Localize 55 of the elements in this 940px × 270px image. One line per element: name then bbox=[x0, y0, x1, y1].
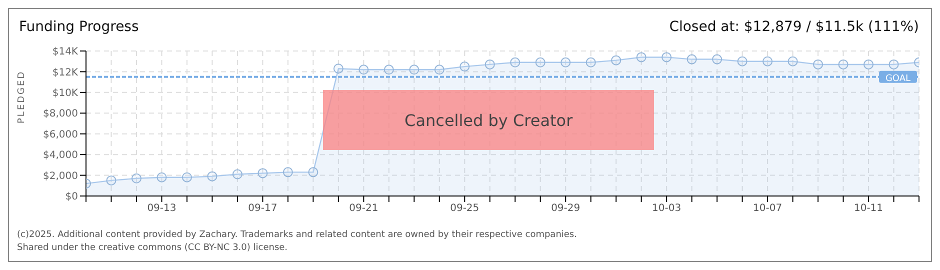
cancelled-box: Cancelled by Creator bbox=[323, 90, 654, 150]
x-tick-label: 10-07 bbox=[753, 203, 782, 214]
y-tick-label: $10K bbox=[52, 88, 78, 99]
x-tick-label: 09-21 bbox=[349, 203, 378, 214]
point bbox=[712, 54, 722, 64]
point bbox=[434, 64, 444, 75]
point bbox=[636, 52, 646, 62]
y-tick-label: $8,000 bbox=[43, 108, 78, 120]
point bbox=[182, 172, 192, 182]
x-tick-label: 10-11 bbox=[854, 203, 884, 214]
y-tick-label: $6,000 bbox=[43, 129, 78, 140]
ref-line-label: GOAL bbox=[885, 74, 911, 84]
y-tick-label: $12K bbox=[52, 67, 78, 78]
point bbox=[232, 169, 242, 180]
point bbox=[788, 56, 798, 66]
point bbox=[737, 56, 748, 66]
y-axis-title: PLEDGED bbox=[17, 70, 28, 124]
x-tick-label: 09-13 bbox=[147, 203, 176, 214]
point bbox=[560, 57, 571, 68]
x-tick-label: 09-29 bbox=[551, 203, 580, 214]
point bbox=[460, 62, 470, 72]
point bbox=[106, 175, 116, 186]
point bbox=[308, 167, 318, 178]
point bbox=[611, 55, 622, 66]
point bbox=[813, 59, 824, 70]
point bbox=[384, 64, 394, 75]
point bbox=[686, 54, 697, 64]
point bbox=[333, 64, 344, 74]
point bbox=[131, 173, 142, 184]
point bbox=[838, 59, 848, 70]
y-tick-label: $0 bbox=[65, 192, 78, 203]
point bbox=[510, 57, 520, 68]
x-tick-label: 09-25 bbox=[450, 203, 480, 214]
point bbox=[258, 168, 268, 178]
point bbox=[535, 57, 546, 68]
point bbox=[409, 64, 420, 75]
point bbox=[484, 59, 495, 70]
y-tick-label: $14K bbox=[52, 46, 78, 58]
point bbox=[207, 171, 218, 182]
point bbox=[888, 59, 899, 70]
point bbox=[282, 167, 293, 178]
text: (c)2025. Additional content provided by Zachary. Trademarks and related content are owned by their respective companies. bbox=[17, 229, 577, 242]
point bbox=[662, 52, 672, 62]
point bbox=[762, 56, 773, 66]
x-tick-label: 09-17 bbox=[248, 203, 278, 214]
y-tick-label: $2,000 bbox=[43, 170, 78, 182]
point bbox=[358, 64, 369, 75]
chart-subtitle: Closed at: $12,879 / $11.5k (111%) bbox=[669, 19, 919, 35]
point bbox=[586, 57, 596, 68]
point bbox=[156, 172, 167, 182]
text: Shared under the creative commons (CC BY-NC 3.0) license. bbox=[17, 242, 289, 255]
y-tick-label: $4,000 bbox=[43, 150, 78, 162]
point bbox=[864, 59, 874, 70]
x-tick-label: 10-03 bbox=[652, 203, 682, 214]
chart-title: Funding Progress bbox=[19, 19, 139, 35]
